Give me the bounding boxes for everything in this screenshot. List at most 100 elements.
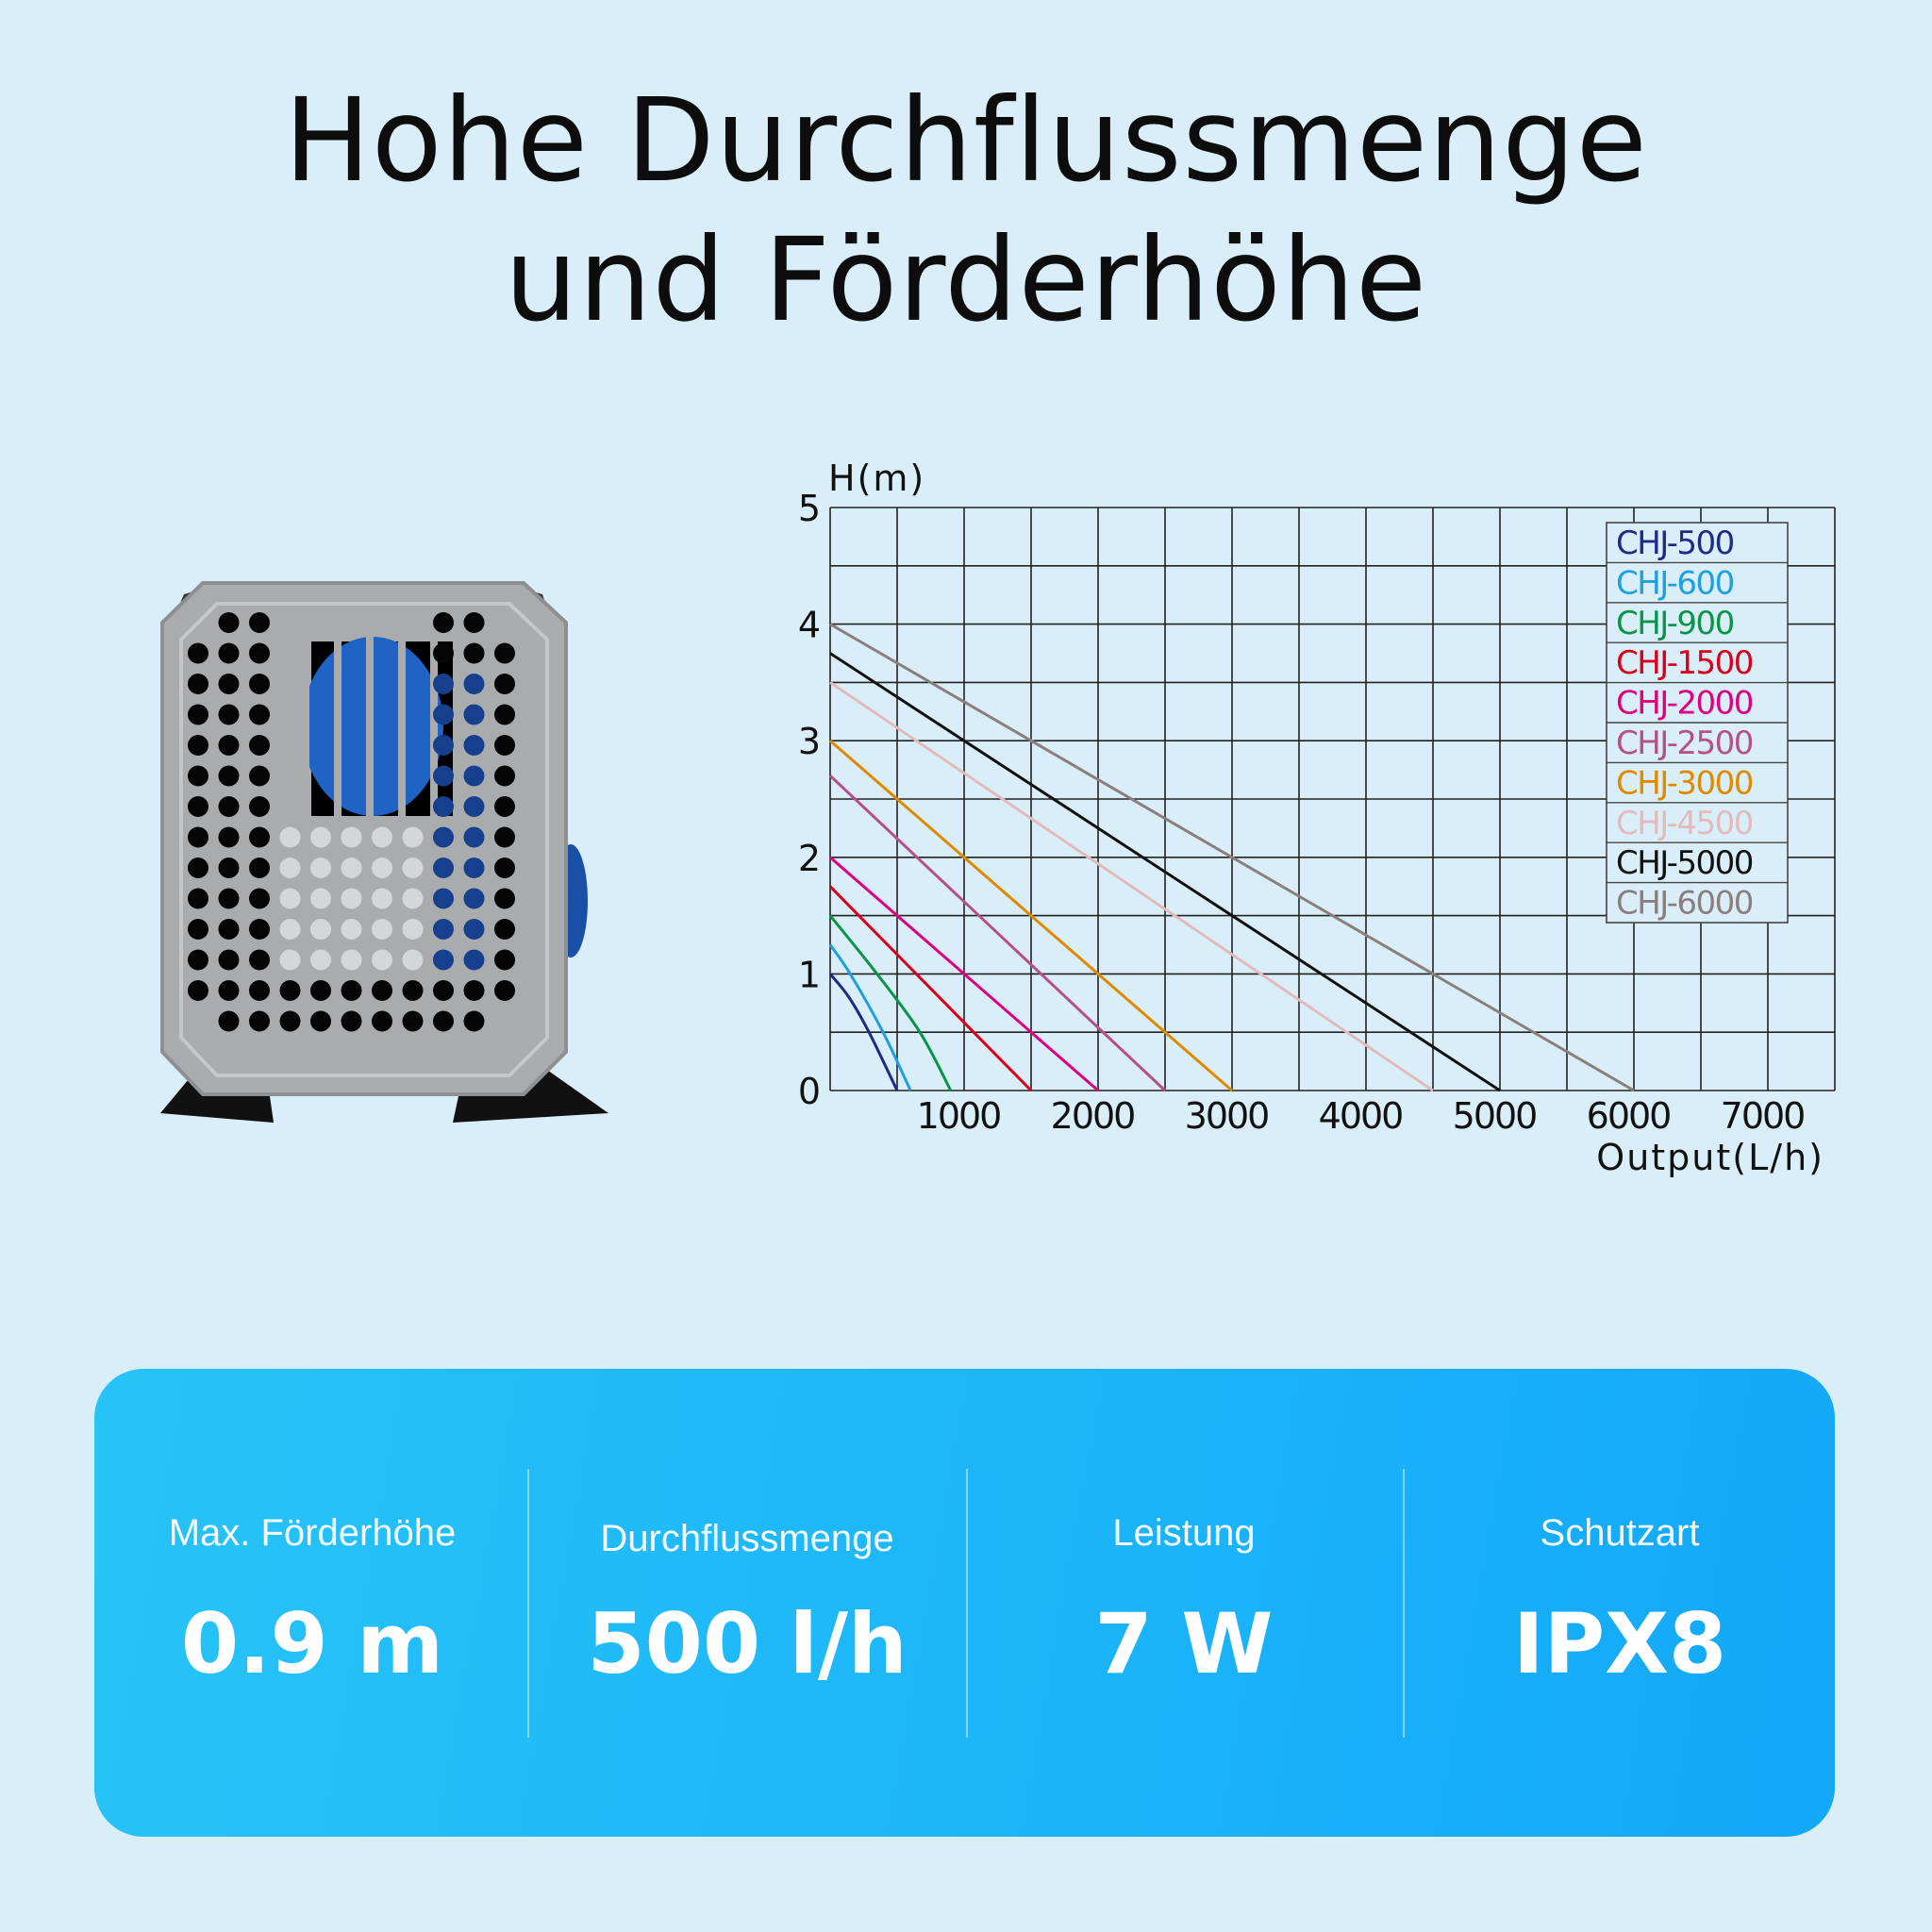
cage-hole <box>463 796 485 817</box>
cage-hole <box>341 949 362 971</box>
cage-hole <box>494 888 515 909</box>
cage-hole <box>433 704 454 725</box>
legend-entry: CHJ-600 <box>1616 564 1734 602</box>
cage-rim <box>179 602 549 1077</box>
cage-hole <box>433 765 454 787</box>
cage-hole <box>463 949 485 971</box>
cage-hole <box>249 949 270 971</box>
cage-hole <box>218 796 240 817</box>
cage-hole <box>218 612 240 633</box>
spec-panel: Max. Förderhöhe 0.9 m Durchflussmenge 50… <box>94 1369 1835 1837</box>
cage-hole <box>372 919 392 940</box>
cage-hole <box>218 858 240 878</box>
legend-entry: CHJ-500 <box>1616 525 1734 562</box>
cage-hole <box>494 735 515 756</box>
cage-hole <box>494 674 515 694</box>
cage-hole <box>218 735 240 756</box>
spec-value: 500 l/h <box>587 1595 908 1692</box>
cage-hole <box>279 1010 301 1032</box>
cage-hole <box>218 826 240 848</box>
cage-hole <box>402 888 424 909</box>
series-line-chj-500 <box>828 973 899 1091</box>
y-tick-label: 3 <box>798 721 821 762</box>
cage-hole <box>402 980 424 1001</box>
y-tick-label: 1 <box>798 954 821 995</box>
x-axis-label: Output(L/h) <box>1596 1137 1824 1178</box>
cage-hole <box>188 765 208 787</box>
cage-hole <box>218 980 240 1001</box>
y-tick-label: 2 <box>798 838 821 879</box>
cage-hole <box>463 612 485 633</box>
cage-hole <box>218 765 240 787</box>
x-tick-label: 2000 <box>1051 1095 1135 1137</box>
x-tick-label: 4000 <box>1319 1095 1403 1137</box>
cage-hole <box>494 704 515 725</box>
legend-entry: CHJ-2000 <box>1616 685 1753 723</box>
cage-hole <box>188 735 208 756</box>
cage-hole <box>249 919 270 940</box>
cage-hole <box>249 642 270 664</box>
cage-hole <box>463 980 485 1001</box>
cage-hole <box>463 919 485 940</box>
cage-hole <box>249 858 270 878</box>
title-line-1: Hohe Durchflussmenge <box>284 74 1648 208</box>
cage-hole <box>402 826 424 848</box>
cage-hole <box>494 949 515 971</box>
series-line-chj-1500 <box>828 885 1033 1092</box>
x-tick-label: 3000 <box>1185 1095 1269 1137</box>
x-tick-label: 5000 <box>1453 1095 1537 1137</box>
y-axis-label: H(m) <box>828 458 925 499</box>
spec-value: IPX8 <box>1512 1595 1727 1692</box>
pump-product-image <box>160 581 608 1123</box>
cage-hole <box>188 949 208 971</box>
cage-hole <box>433 980 454 1001</box>
cage-hole <box>463 1010 485 1032</box>
cage-hole <box>433 826 454 848</box>
cage-hole <box>188 674 208 694</box>
cage-hole <box>494 765 515 787</box>
cage-hole <box>494 858 515 878</box>
cage-hole <box>310 949 331 971</box>
cage-hole <box>463 826 485 848</box>
cage-hole <box>433 1010 454 1032</box>
cage-hole <box>341 1010 362 1032</box>
divider <box>966 1469 968 1738</box>
legend-entry: CHJ-2500 <box>1616 724 1753 762</box>
legend-entry: CHJ-4500 <box>1616 805 1753 842</box>
cage-hole <box>310 919 331 940</box>
cage-hole <box>188 888 208 909</box>
cage-hole <box>372 1010 392 1032</box>
cage-hole <box>249 980 270 1001</box>
cage-hole <box>249 704 270 725</box>
grille-bar <box>334 606 341 824</box>
title-line-2: und Förderhöhe <box>504 213 1428 347</box>
cage-hole <box>249 796 270 817</box>
spec-value: 0.9 m <box>180 1595 444 1692</box>
spec-label: Leistung <box>1112 1512 1256 1554</box>
cage-hole <box>188 642 208 664</box>
cage-hole <box>494 919 515 940</box>
cage-hole <box>372 980 392 1001</box>
cage-hole <box>402 858 424 878</box>
cage-hole <box>310 858 331 878</box>
legend-entry: CHJ-900 <box>1616 605 1734 642</box>
spec-value: 7 W <box>1094 1595 1274 1692</box>
cage-hole <box>494 826 515 848</box>
spec-power: Leistung 7 W <box>966 1369 1402 1837</box>
cage-hole <box>249 888 270 909</box>
series-line-chj-2500 <box>828 774 1167 1092</box>
cage-hole <box>218 674 240 694</box>
cage-hole <box>218 919 240 940</box>
cage-hole <box>249 1010 270 1032</box>
pump-curve-chart: 0 1 2 3 4 5 1000 2000 3000 4000 5000 6000 7000 H(m) Ou… <box>798 458 1836 1178</box>
series-line-chj-5000 <box>829 652 1501 1092</box>
cage-hole <box>279 858 301 878</box>
series-line-chj-600 <box>828 943 912 1091</box>
x-tick-label: 1000 <box>917 1095 1001 1137</box>
cage-hole <box>218 888 240 909</box>
spec-flow-rate: Durchflussmenge 500 l/h <box>529 1369 965 1837</box>
cage-hole <box>188 858 208 878</box>
cage-hole <box>463 888 485 909</box>
cage-hole <box>433 642 454 664</box>
cage-hole <box>279 888 301 909</box>
